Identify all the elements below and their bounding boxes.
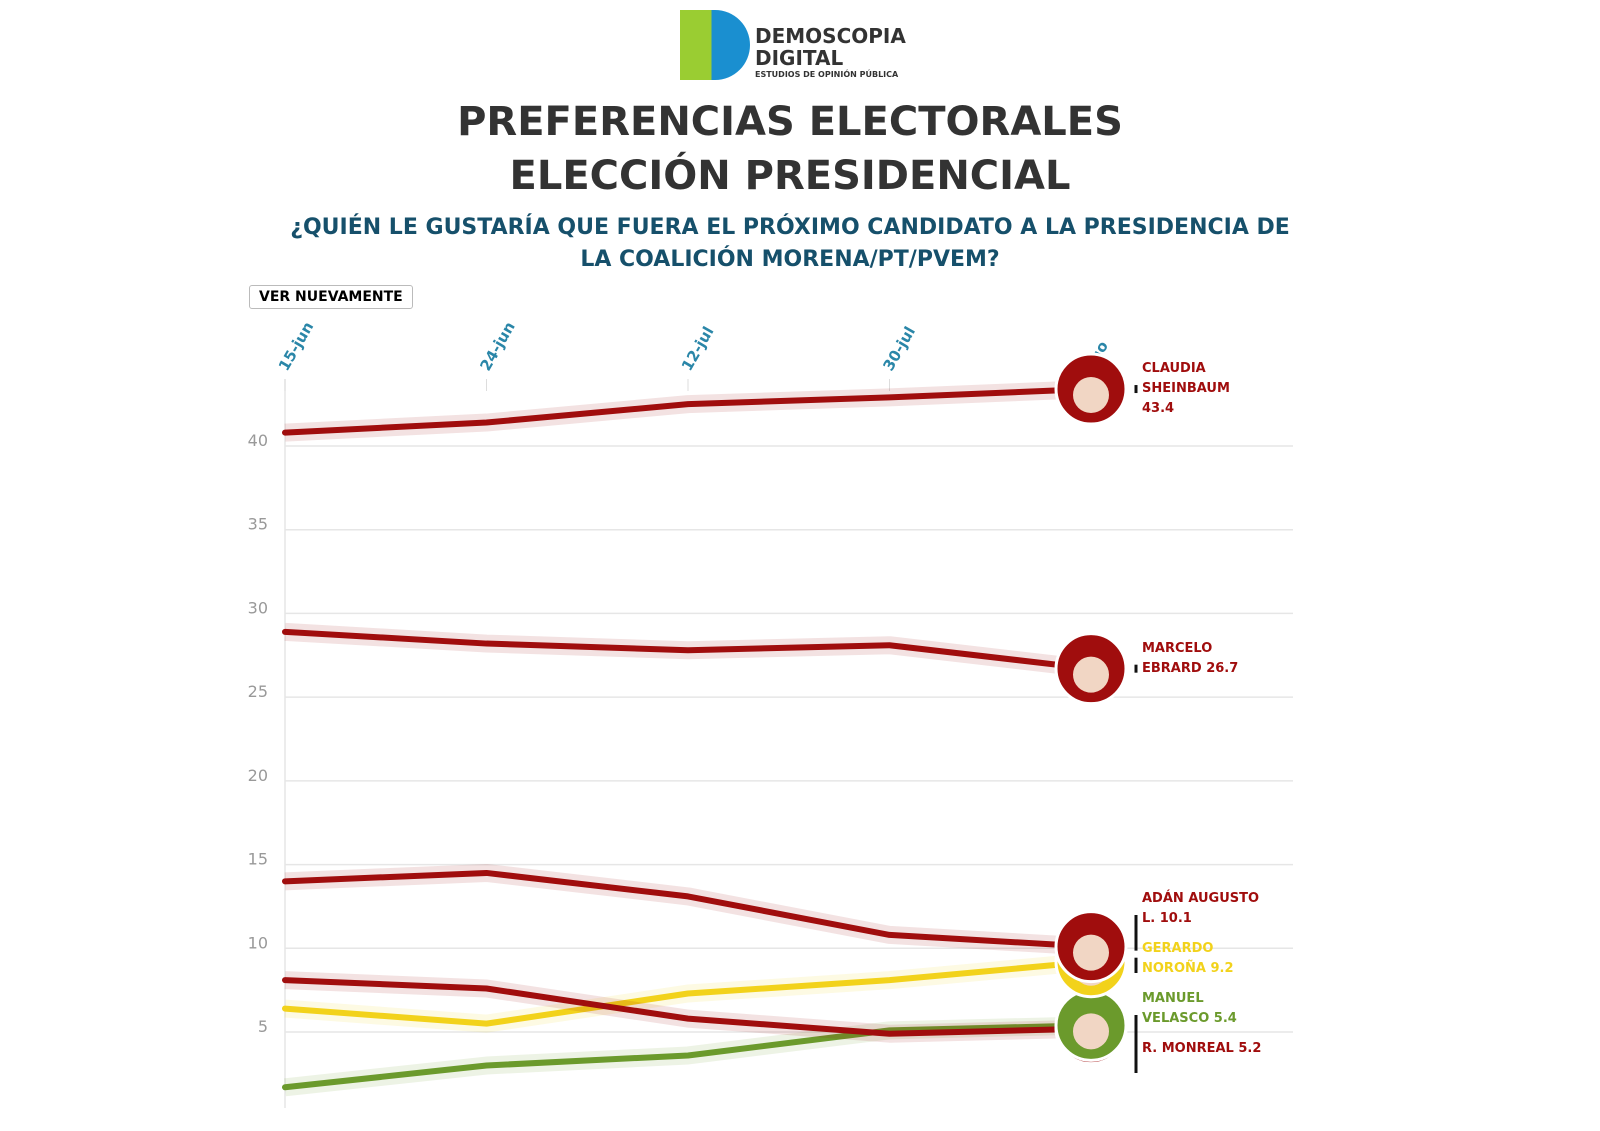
x-tick-label: 24-jun	[476, 319, 518, 374]
value-label: 5.2	[1238, 1041, 1262, 1056]
line	[282, 628, 1094, 672]
y-tick-label: 20	[248, 766, 268, 785]
logo-text: DIGITAL	[755, 46, 844, 70]
series-name: ADÁN AUGUSTO L.	[1142, 891, 1260, 926]
y-tick-label: 15	[248, 850, 268, 869]
x-tick-label: 30-jul	[879, 323, 919, 374]
end-label: ADÁN AUGUSTO L. 10.1	[1142, 889, 1262, 929]
y-tick-label: 25	[248, 682, 268, 701]
line	[282, 977, 1094, 1037]
line	[282, 958, 1094, 1027]
photo-face	[1073, 377, 1109, 414]
line	[282, 869, 1094, 950]
replay-button[interactable]: VER NUEVAMENTE	[249, 285, 413, 309]
chart-title: PREFERENCIAS ELECTORALES ELECCIÓN PRESID…	[457, 99, 1123, 199]
photo-face	[1073, 934, 1109, 971]
chart-subtitle: ¿QUIÉN LE GUSTARÍA QUE FUERA EL PRÓXIMO …	[290, 215, 1290, 272]
value-label: 43.4	[1142, 401, 1175, 417]
series-name: R. MONREAL	[1142, 1041, 1234, 1056]
y-tick-label: 5	[258, 1017, 268, 1036]
logo-text: DEMOSCOPIA	[755, 24, 906, 48]
end-label: MARCELO EBRARD 26.7	[1142, 639, 1262, 679]
series-name: CLAUDIA SHEINBAUM	[1142, 361, 1230, 397]
series-name: GERARDO NOROÑA	[1142, 941, 1214, 976]
x-tick-label: 12-jul	[678, 323, 718, 374]
line-halo	[284, 863, 1092, 956]
end-label: MANUEL VELASCO 5.4	[1142, 989, 1262, 1029]
logo: DEMOSCOPIA DIGITAL ESTUDIOS DE OPINIÓN P…	[680, 10, 940, 80]
photo-face	[1073, 656, 1109, 693]
y-tick-label: 35	[248, 515, 268, 534]
y-tick-label: 10	[248, 933, 268, 952]
end-label: CLAUDIA SHEINBAUM 43.4	[1142, 359, 1262, 419]
y-tick-label: 40	[248, 431, 268, 450]
y-tick-label: 30	[248, 598, 268, 617]
photo-face	[1073, 1013, 1109, 1050]
series-name: MARCELO EBRARD	[1142, 640, 1213, 676]
series-name: MANUEL VELASCO	[1142, 991, 1210, 1026]
value-label: 9.2	[1210, 961, 1234, 976]
x-tick-label: 15-jun	[275, 319, 317, 374]
logo-tagline: ESTUDIOS DE OPINIÓN PÚBLICA	[755, 70, 899, 79]
end-label: R. MONREAL 5.2	[1142, 1039, 1262, 1059]
logo-mark	[680, 10, 750, 80]
value-label: 5.4	[1213, 1011, 1237, 1026]
end-label: GERARDO NOROÑA 9.2	[1142, 939, 1262, 979]
value-label: 26.7	[1206, 660, 1239, 676]
line	[282, 386, 1094, 436]
value-label: 10.1	[1159, 911, 1192, 926]
line	[282, 1022, 1094, 1091]
